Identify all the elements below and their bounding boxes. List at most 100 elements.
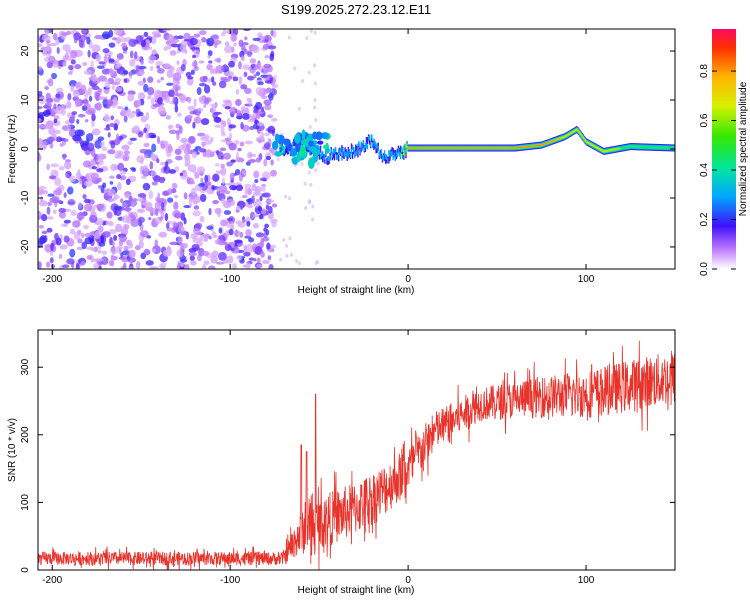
- ridge-segment: [518, 146, 520, 149]
- noise-speckle: [238, 61, 242, 70]
- noise-speckle: [70, 210, 77, 216]
- noise-speckle: [293, 66, 297, 71]
- noise-speckle: [232, 263, 237, 269]
- noise-speckle: [123, 224, 130, 230]
- ridge-segment: [332, 148, 335, 154]
- ridge-segment: [491, 147, 494, 149]
- noise-speckle: [242, 64, 250, 70]
- ridge-segment: [554, 139, 557, 141]
- noise-speckle: [198, 82, 207, 87]
- noise-speckle: [74, 64, 82, 70]
- ridge-segment: [535, 145, 537, 147]
- ridge-segment: [661, 145, 663, 150]
- noise-speckle: [163, 63, 171, 68]
- noise-speckle: [63, 219, 72, 224]
- ridge-segment: [614, 148, 616, 151]
- ridge-segment: [570, 131, 573, 134]
- noise-speckle: [208, 235, 212, 240]
- noise-speckle: [137, 131, 143, 138]
- noise-speckle: [206, 37, 215, 47]
- noise-speckle: [156, 79, 161, 84]
- ridge-segment: [329, 155, 331, 161]
- noise-speckle: [106, 211, 113, 219]
- noise-speckle: [251, 195, 255, 204]
- noise-speckle: [253, 109, 259, 114]
- noise-speckle: [135, 35, 143, 44]
- spectrogram-xtick-label: -100: [220, 274, 240, 285]
- noise-speckle: [166, 82, 174, 86]
- spectrogram-xtick-label: -200: [42, 274, 62, 285]
- snr-series-line: [38, 340, 675, 570]
- noise-speckle: [263, 142, 271, 150]
- ridge-segment: [414, 147, 417, 149]
- noise-speckle: [226, 198, 236, 207]
- ridge-segment: [398, 151, 401, 157]
- noise-speckle: [97, 136, 105, 142]
- ridge-segment: [547, 142, 549, 144]
- noise-speckle: [232, 76, 239, 82]
- ridge-segment: [351, 144, 354, 150]
- noise-speckle: [100, 141, 105, 148]
- ridge-segment: [404, 149, 406, 154]
- ridge-segment: [659, 145, 661, 150]
- noise-speckle: [272, 83, 277, 88]
- noise-speckle: [297, 106, 301, 111]
- noise-speckle: [215, 66, 219, 74]
- snr-ytick-label: 300: [20, 358, 31, 375]
- noise-speckle: [192, 200, 198, 205]
- ridge-segment: [338, 154, 340, 162]
- ridge-segment: [334, 147, 337, 153]
- noise-speckle: [77, 238, 83, 244]
- ridge-segment: [657, 145, 659, 150]
- noise-speckle: [230, 159, 237, 163]
- noise-speckle: [249, 58, 257, 64]
- noise-speckle: [239, 141, 245, 147]
- noise-speckle: [183, 192, 188, 200]
- colorbar-label: Normalized spectral amplitude: [738, 81, 749, 216]
- noise-speckle: [150, 134, 157, 139]
- noise-speckle: [167, 188, 173, 195]
- ridge-segment: [358, 143, 360, 151]
- noise-speckle: [188, 198, 193, 207]
- ridge-segment: [640, 145, 642, 149]
- noise-speckle: [90, 60, 94, 69]
- ridge-segment: [339, 149, 341, 155]
- ridge-segment: [405, 151, 407, 159]
- ridge-segment: [349, 152, 352, 158]
- noise-speckle: [82, 61, 88, 66]
- noise-speckle: [205, 149, 213, 158]
- noise-speckle: [235, 156, 243, 163]
- ridge-segment: [417, 147, 419, 149]
- ridge-segment: [390, 151, 392, 157]
- noise-speckle: [76, 119, 80, 125]
- ridge-segment: [581, 135, 583, 138]
- noise-speckle: [199, 76, 207, 83]
- ridge-segment: [644, 145, 646, 149]
- ridge-segment: [632, 144, 635, 149]
- noise-speckle: [222, 63, 228, 70]
- ridge-segment: [284, 147, 287, 155]
- noise-speckle: [289, 252, 293, 257]
- noise-speckle: [304, 206, 308, 211]
- noise-speckle: [189, 37, 198, 46]
- ridge-segment: [515, 147, 517, 149]
- snr-xtick-label: -100: [220, 575, 240, 586]
- noise-speckle: [165, 115, 171, 120]
- ridge-segment: [627, 145, 629, 149]
- ridge-segment: [542, 143, 545, 145]
- noise-speckle: [97, 96, 107, 100]
- noise-speckle: [81, 105, 88, 112]
- ridge-segment: [520, 146, 522, 148]
- noise-speckle: [70, 59, 76, 65]
- ridge-segment: [460, 147, 463, 149]
- noise-speckle: [203, 238, 209, 242]
- noise-speckle: [148, 216, 152, 221]
- noise-speckle: [80, 84, 87, 93]
- ridge-segment: [561, 136, 563, 139]
- ridge-segment: [283, 149, 285, 155]
- ridge-segment: [647, 145, 650, 149]
- noise-speckle: [134, 51, 138, 60]
- ridge-segment: [342, 146, 344, 152]
- noise-speckle: [267, 125, 276, 134]
- ridge-segment: [472, 147, 474, 149]
